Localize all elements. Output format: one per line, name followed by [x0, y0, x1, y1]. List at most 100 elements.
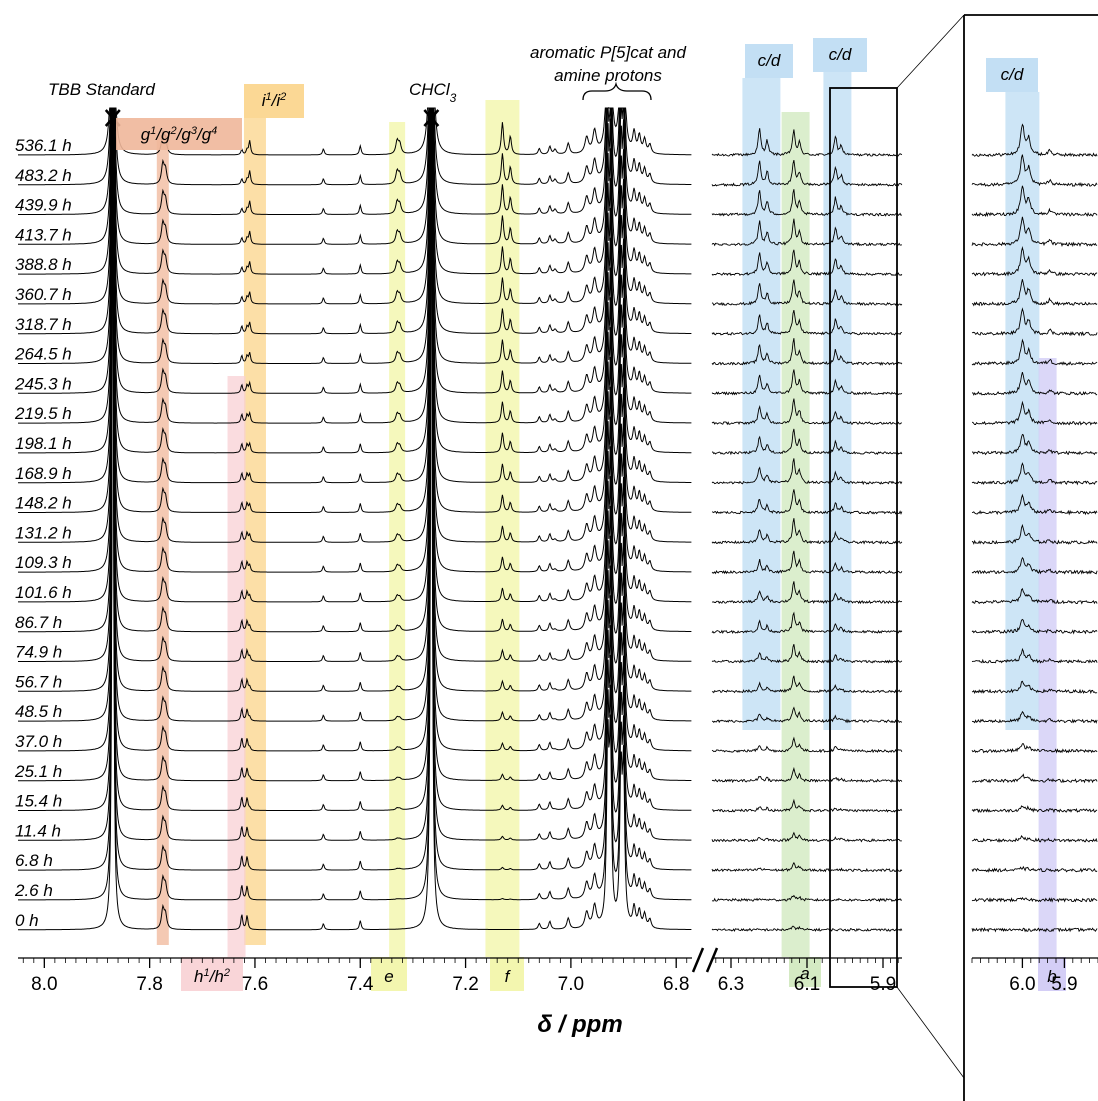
svg-text:a: a [800, 964, 809, 983]
trace-zoom-388-8-h [971, 246, 1098, 277]
band-b [1038, 358, 1057, 957]
peak-label-f: f [490, 957, 524, 991]
trace-main-413-7-h [18, 107, 692, 245]
trace-zoom-264-5-h [971, 338, 1098, 366]
svg-text:g1/g2/g3/g4: g1/g2/g3/g4 [141, 125, 218, 144]
tick-label-zoom: 5.9 [1051, 974, 1077, 995]
svg-text:h1/h2: h1/h2 [194, 967, 230, 986]
trace-middle-168-9-h [711, 458, 903, 486]
trace-middle-86-7-h [711, 611, 903, 634]
trace-main-360-7-h [18, 106, 692, 305]
time-label: 536.1 h [15, 136, 72, 155]
trace-middle-48-5-h [711, 706, 903, 724]
time-label: 48.5 h [15, 702, 62, 721]
time-label: 56.7 h [15, 672, 62, 691]
svg-text:b: b [1047, 967, 1056, 986]
trace-main-388-8-h [18, 107, 692, 275]
trace-zoom-101-6-h [971, 587, 1098, 605]
time-label: 74.9 h [15, 643, 62, 662]
x-axis-title: δ / ppm [537, 1011, 622, 1038]
trace-main-25-1-h [18, 107, 692, 782]
trace-main-48-5-h [18, 107, 692, 722]
zoom-connector-top [896, 14, 965, 89]
trace-middle-74-9-h [711, 644, 903, 664]
trace-main-219-5-h [18, 107, 692, 424]
trace-zoom-360-7-h [971, 279, 1098, 307]
tick-label-main: 7.2 [452, 974, 478, 995]
time-label: 15.4 h [15, 792, 62, 811]
time-label: 11.4 h [15, 821, 61, 840]
time-label: 264.5 h [14, 345, 72, 364]
zoom-panel-frame [963, 14, 1098, 1101]
svg-text:c/d: c/d [758, 51, 781, 70]
trace-zoom-131-2-h [971, 523, 1098, 545]
trace-middle-11-4-h [711, 831, 902, 843]
trace-main-15-4-h [18, 107, 692, 811]
chcl3-cross-marker [423, 109, 440, 127]
aromatic-label-line1: aromatic P[5]cat and [530, 43, 686, 62]
tick-label-main: 7.0 [558, 974, 584, 995]
trace-zoom-6-8-h [971, 865, 1098, 873]
trace-main-264-5-h [18, 107, 692, 364]
trace-middle-101-6-h [711, 581, 903, 605]
time-label: 360.7 h [15, 285, 72, 304]
trace-main-318-7-h [18, 107, 692, 335]
peak-label-h1-h2: h1/h2 [181, 957, 243, 991]
trace-main-131-2-h [18, 107, 692, 543]
aromatic-brace [582, 81, 652, 101]
trace-middle-37-0-h [711, 736, 903, 754]
trace-main-483-2-h [18, 107, 692, 186]
trace-main-439-9-h [18, 107, 692, 215]
trace-middle-264-5-h [711, 338, 903, 366]
peak-label-c-d-zoom: c/d [986, 58, 1038, 92]
time-label: 2.6 h [14, 881, 53, 900]
trace-middle-131-2-h [711, 518, 903, 545]
time-label: 413.7 h [15, 225, 72, 244]
trace-middle-245-3-h [711, 369, 903, 396]
time-label: 25.1 h [14, 762, 62, 781]
tick-label-main: 8.0 [31, 974, 57, 995]
trace-zoom-2-6-h [971, 896, 1098, 903]
tick-label-middle: 5.9 [870, 974, 896, 995]
trace-main-56-7-h [18, 107, 692, 692]
peak-label-e: e [371, 957, 407, 991]
svg-text:e: e [384, 967, 393, 986]
trace-main-536-1-h [18, 107, 692, 156]
trace-zoom-413-7-h [971, 216, 1098, 248]
time-label: 439.9 h [15, 196, 72, 215]
band-g1-g2-g3-g4 [156, 135, 169, 945]
time-label: 318.7 h [15, 315, 72, 334]
trace-middle-0-h [711, 925, 903, 932]
spectra-traces [18, 106, 1098, 933]
time-label: 86.7 h [15, 613, 62, 632]
trace-zoom-439-9-h [971, 185, 1098, 217]
trace-zoom-318-7-h [971, 307, 1098, 337]
trace-zoom-198-1-h [971, 433, 1098, 456]
trace-main-148-2-h [18, 107, 692, 513]
peak-label-c-d-main-1: c/d [813, 38, 867, 72]
trace-main-168-9-h [18, 107, 692, 484]
band-i1-i2 [243, 118, 266, 945]
svg-text:c/d: c/d [829, 45, 852, 64]
tbb-standard-label: TBB Standard [48, 80, 155, 99]
trace-zoom-48-5-h [971, 710, 1098, 724]
time-label: 168.9 h [15, 464, 72, 483]
time-label: 101.6 h [15, 583, 72, 602]
trace-middle-413-7-h [711, 218, 903, 247]
tick-label-main: 6.8 [663, 974, 689, 995]
trace-zoom-74-9-h [971, 647, 1098, 664]
axis-zoom [971, 957, 1098, 968]
trace-middle-219-5-h [711, 398, 902, 426]
trace-main-245-3-h [18, 107, 692, 394]
trace-middle-148-2-h [711, 489, 903, 515]
trace-zoom-109-3-h [971, 556, 1098, 575]
peak-annotations: TBB Standard CHCl3 aromatic P[5]cat and ami… [48, 38, 1066, 991]
trace-middle-388-8-h [711, 249, 903, 276]
trace-zoom-11-4-h [971, 835, 1098, 843]
tick-label-zoom: 6.0 [1009, 974, 1035, 995]
tick-label-main: 7.6 [242, 974, 268, 995]
tick-label-middle: 6.1 [794, 974, 820, 995]
time-label: 131.2 h [15, 523, 72, 542]
band-c-d-main-1 [823, 72, 852, 730]
